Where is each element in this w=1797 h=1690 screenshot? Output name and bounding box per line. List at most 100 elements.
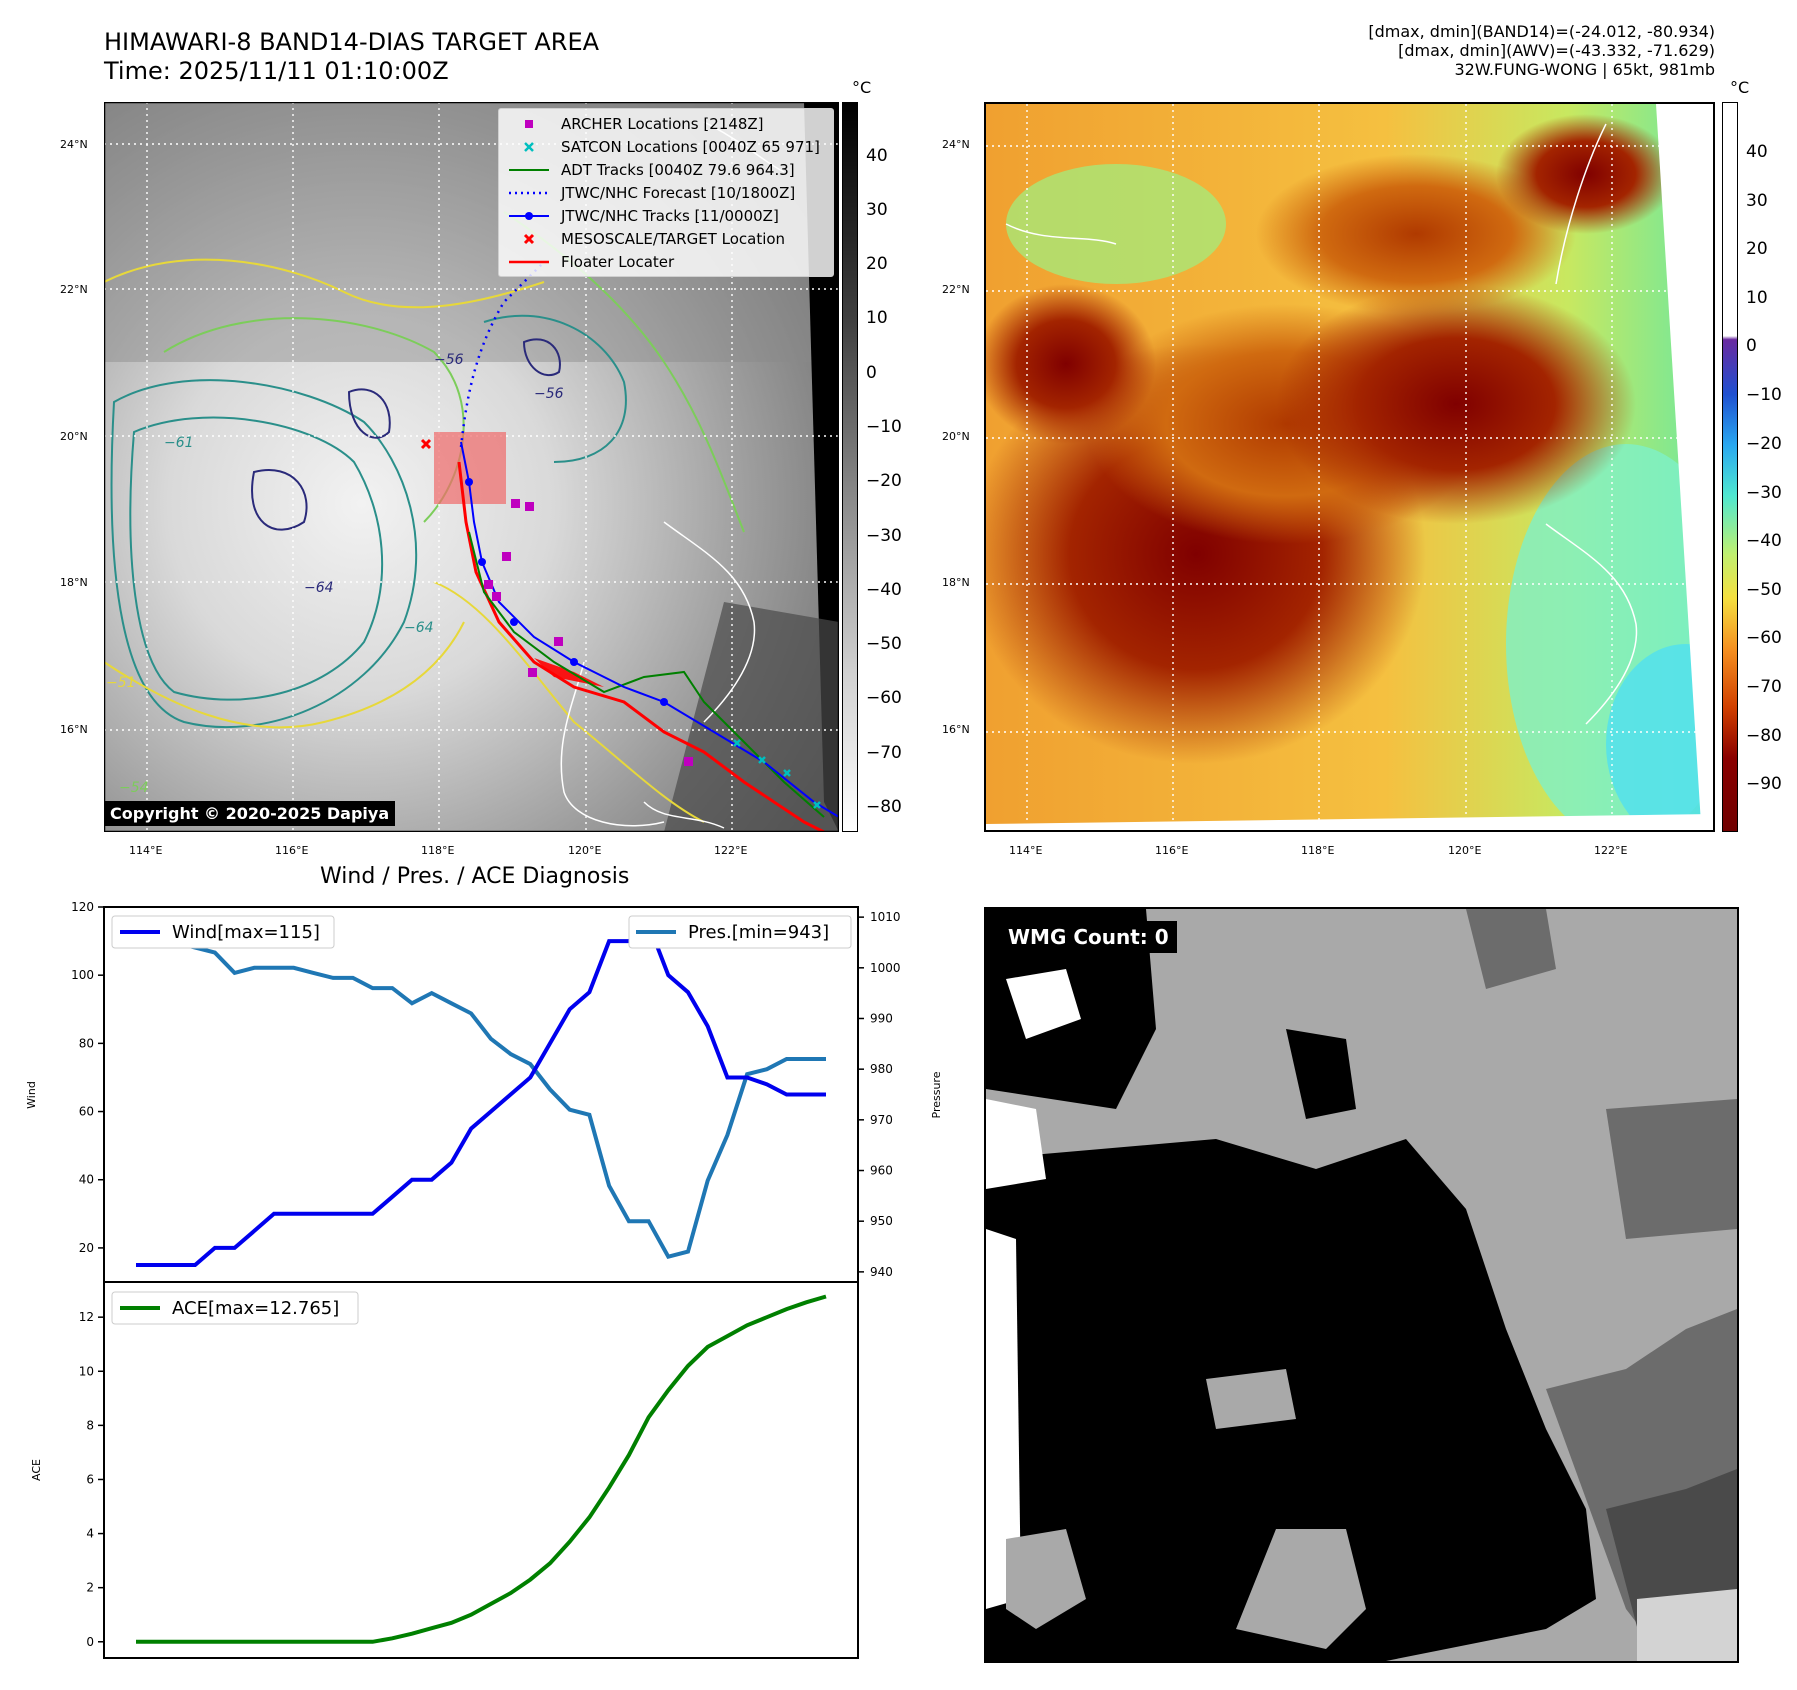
wind-data-point [548,1041,552,1045]
legend-item-satcon: SATCON Locations [0040Z 65 971] [499,135,833,158]
ace-data-point [410,1632,414,1636]
ace-data-point [686,1364,690,1368]
lon-label: 118°E [421,844,455,857]
pressure-legend: Pres.[min=943] [628,915,852,949]
ace-data-point [647,1415,651,1419]
contour-label: −56 [534,386,564,402]
floater-locater-track [457,461,825,834]
ace-data-point [233,1640,237,1644]
colorbar-tick: −70 [866,743,902,763]
wind-data-point [272,1212,276,1216]
lat-label: 24°N [60,138,88,151]
lat-label: 20°N [60,430,88,443]
ace-axis-label: ACE [30,1459,43,1481]
lat-label: 16°N [942,723,970,736]
wmg-count-label: WMG Count: 0 [1000,921,1177,953]
pressure-data-point [449,1001,453,1005]
wind-data-point [134,1263,138,1267]
ace-data-point [213,1640,217,1644]
colorbar-tick: −30 [866,526,902,546]
ace-data-point [568,1540,572,1544]
pressure-data-point [213,951,217,955]
storm-info: [dmax, dmin](BAND14)=(-24.012, -80.934) … [1368,22,1715,79]
ace-data-point [804,1300,808,1304]
pressure-data-point [607,1184,611,1188]
lon-label: 114°E [129,844,163,857]
wmg-panel: WMG Count: 0 [984,907,1739,1663]
left-colorbar-unit: °C [852,78,872,97]
ace-data-point [706,1345,710,1349]
ace-data-point [430,1626,434,1630]
pressure-data-point [686,1250,690,1254]
axis-tick-label: 4 [86,1527,94,1541]
colorbar-tick: −10 [866,417,902,437]
wind-data-point [430,1178,434,1182]
colorbar-tick: 10 [1746,288,1768,308]
pressure-series-line [135,930,826,1260]
contour-label: −61 [164,435,194,451]
legend-item-archer: ARCHER Locations [2148Z] [499,112,833,135]
legend-label: Floater Locater [561,252,675,271]
wind-data-point [509,1093,513,1097]
wmg-image [986,909,1737,1661]
title-line-1: HIMAWARI-8 BAND14-DIAS TARGET AREA [104,28,600,56]
pressure-data-point [765,1067,769,1071]
pressure-data-point [568,1108,572,1112]
axis-tick-label: 1010 [870,910,901,924]
colorbar-tick: −50 [866,634,902,654]
wind-data-point [706,1024,710,1028]
contour-label: −56 [434,352,464,368]
right-colorbar-unit: °C [1730,78,1750,97]
colorbar-tick: −60 [1746,628,1782,648]
colorbar-tick: −50 [1746,580,1782,600]
pressure-data-point [666,1255,670,1259]
wind-data-point [666,973,670,977]
ir-satellite-map: −61 −64 −56 −56 −64 −54 −51 [103,101,840,834]
wind-data-point [587,990,591,994]
jtwc-track-points [465,478,668,706]
lat-label: 22°N [942,283,970,296]
lon-label: 114°E [1009,844,1043,857]
wind-data-point [173,1263,177,1267]
wind-legend: Wind[max=115] [111,915,335,949]
lon-label: 120°E [1448,844,1482,857]
ace-data-point [785,1307,789,1311]
colorbar-tick: 30 [866,200,888,220]
colorbar-tick: 10 [866,308,888,328]
axis-tick-label: 60 [79,1105,94,1119]
colorbar-tick: −80 [1746,726,1782,746]
colorbar-tick: 0 [1746,336,1757,356]
pressure-data-point [469,1011,473,1015]
jtwc-point [570,658,578,666]
contour-label: −64 [304,580,334,596]
ace-legend-label: ACE[max=12.765] [172,1298,339,1319]
axis-tick-label: 0 [86,1635,94,1649]
axis-tick-label: 960 [870,1164,893,1178]
pressure-legend-label: Pres.[min=943] [688,922,829,943]
pressure-data-point [331,976,335,980]
wind-data-point [154,1263,158,1267]
pressure-data-point [430,991,434,995]
colorbar-tick: −70 [1746,677,1782,697]
lon-label: 122°E [1594,844,1628,857]
blue-line-dot-icon [509,211,549,220]
axis-tick-label: 12 [79,1310,94,1324]
ace-data-point [765,1315,769,1319]
wind-data-point [607,939,611,943]
pressure-data-point [706,1179,710,1183]
wind-pressure-frame [103,906,859,1283]
legend-label: ARCHER Locations [2148Z] [561,114,764,133]
pressure-data-point [804,1057,808,1061]
axis-tick-label: 970 [870,1113,893,1127]
wind-data-point [213,1246,217,1250]
pressure-data-point [390,986,394,990]
copyright-label: Copyright © 2020-2025 Dapiya [104,801,396,826]
jtwc-point [478,558,486,566]
wind-data-point [686,990,690,994]
pressure-data-point [351,976,355,980]
pressure-data-point [272,966,276,970]
legend-label: JTWC/NHC Forecast [10/1800Z] [561,183,796,202]
axis-tick-label: 100 [71,968,94,982]
ace-data-point [173,1640,177,1644]
ace-data-point [311,1640,315,1644]
